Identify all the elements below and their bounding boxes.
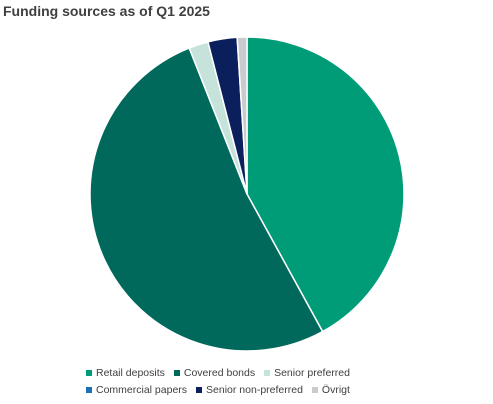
legend-swatch xyxy=(264,369,271,376)
legend-swatch xyxy=(196,386,203,393)
legend-label: Retail deposits xyxy=(96,366,165,379)
pie-slice-retail-deposits xyxy=(246,36,405,333)
legend-item-ovrigt: Övrigt xyxy=(311,383,350,396)
legend-label: Covered bonds xyxy=(183,366,256,379)
legend: Retail deposits Covered bonds Senior pre… xyxy=(86,364,416,398)
legend-row: Retail deposits Covered bonds Senior pre… xyxy=(86,364,416,381)
legend-swatch xyxy=(173,369,180,376)
legend-swatch xyxy=(86,369,92,376)
legend-swatch xyxy=(86,386,92,393)
pie-slice-covered-bonds xyxy=(89,47,324,352)
legend-row: Commercial papers Senior non-preferred Ö… xyxy=(86,381,416,398)
legend-item-senior-preferred: Senior preferred xyxy=(264,367,350,379)
legend-label: Övrigt xyxy=(321,383,350,396)
pie-slice-vrigt xyxy=(236,36,248,195)
legend-label: Senior preferred xyxy=(274,366,350,379)
chart-title: Funding sources as of Q1 2025 xyxy=(3,3,210,19)
legend-item-covered-bonds: Covered bonds xyxy=(173,366,256,379)
legend-swatch xyxy=(311,386,318,393)
legend-item-senior-non-preferred: Senior non-preferred xyxy=(196,384,303,396)
legend-label: Commercial papers xyxy=(96,383,188,396)
legend-item-commercial-papers: Commercial papers xyxy=(86,384,187,396)
legend-label: Senior non-preferred xyxy=(206,383,303,396)
legend-item-retail-deposits: Retail deposits xyxy=(86,367,165,379)
pie-chart xyxy=(89,36,405,352)
